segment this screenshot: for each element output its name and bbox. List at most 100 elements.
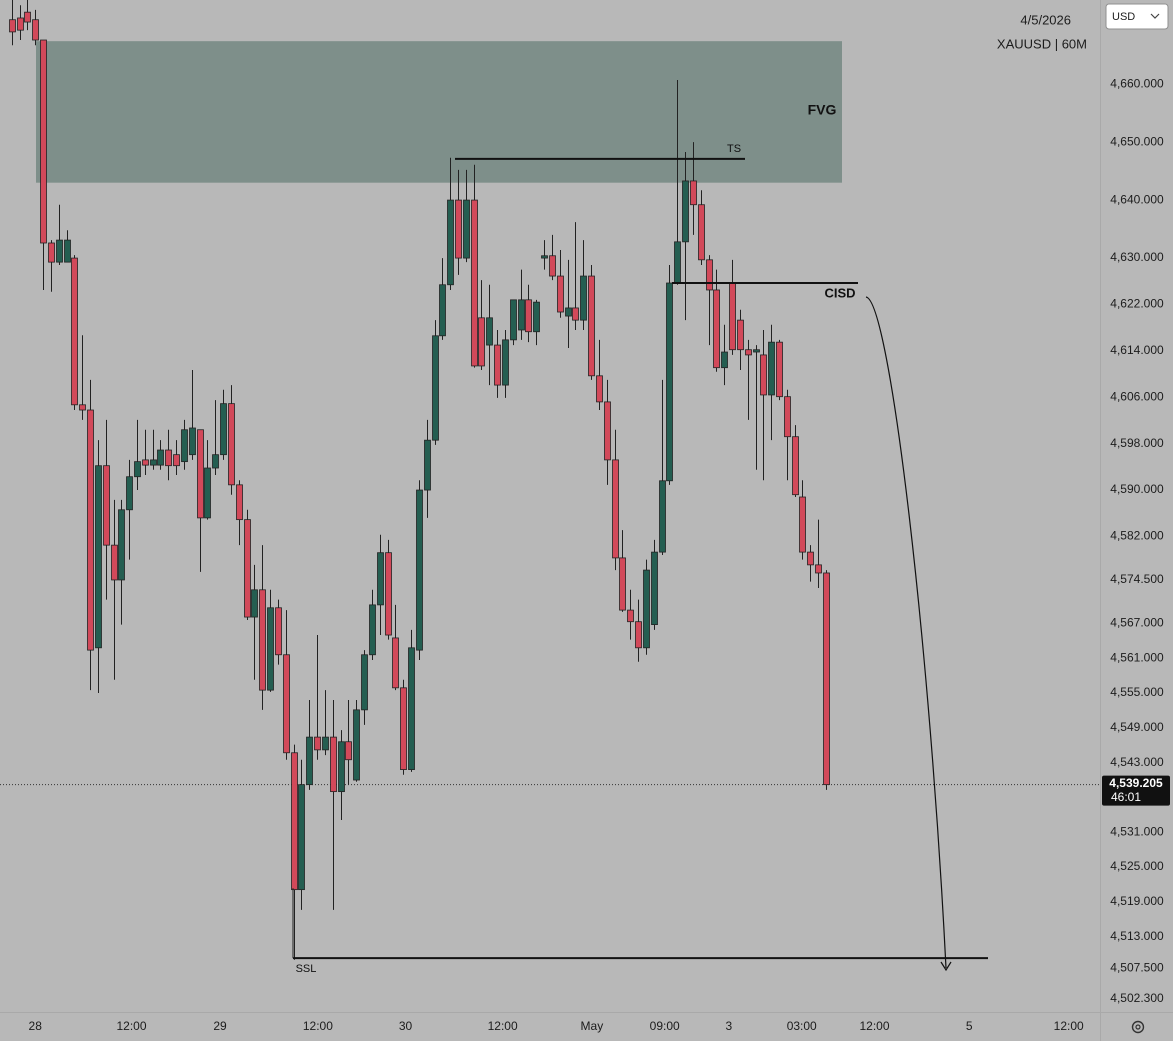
candle-body: [267, 607, 274, 691]
candle-body: [596, 375, 603, 403]
candle-body: [369, 604, 376, 656]
candle-body: [17, 17, 24, 31]
candle-body: [259, 589, 266, 691]
candle-body: [643, 569, 650, 649]
level-label: SSL: [296, 963, 317, 975]
candle-body: [275, 607, 282, 656]
candle-body: [666, 282, 673, 482]
candle-body: [353, 709, 360, 781]
candle-body: [150, 459, 157, 466]
y-tick-label: 4,650.000: [1110, 134, 1164, 148]
x-tick-label: May: [581, 1019, 604, 1033]
y-tick-label: 4,567.000: [1110, 616, 1164, 630]
candle-body: [706, 259, 713, 291]
candle-body: [111, 544, 118, 581]
y-tick-label: 4,590.000: [1110, 482, 1164, 496]
candle-body: [48, 242, 55, 263]
settings-icon[interactable]: [1131, 1020, 1145, 1034]
price-label-box: [1102, 775, 1170, 806]
candle-body: [588, 275, 595, 377]
y-tick-label: 4,660.000: [1110, 76, 1164, 90]
candle-body: [518, 299, 525, 331]
candle-body: [103, 465, 110, 546]
candle-body: [455, 199, 462, 259]
currency-selector[interactable]: USD: [1105, 3, 1169, 30]
y-tick-label: 4,525.000: [1110, 859, 1164, 873]
candle-body: [228, 403, 235, 486]
candle-body: [799, 496, 806, 553]
settings-button[interactable]: [1131, 1020, 1145, 1034]
x-tick-label: 12:00: [488, 1019, 518, 1033]
currency-label[interactable]: USD: [1112, 11, 1135, 23]
candle-body: [682, 180, 689, 243]
candle-body: [291, 752, 298, 891]
candle-body: [612, 459, 619, 559]
countdown-label: 46:01: [1111, 790, 1141, 804]
candle-body: [627, 609, 634, 623]
candle-body: [236, 484, 243, 521]
candle-body: [197, 429, 204, 519]
candle-body: [565, 307, 572, 317]
candle-body: [126, 476, 133, 511]
candle-body: [142, 459, 149, 466]
candle-body: [698, 204, 705, 261]
candle-body: [283, 654, 290, 754]
settings-icon-center[interactable]: [1135, 1024, 1141, 1030]
chart-symbol: XAUUSD | 60M: [997, 36, 1087, 51]
candle-body: [823, 572, 830, 786]
candle-body: [659, 480, 666, 553]
x-tick-label: 09:00: [650, 1019, 680, 1033]
candle-body: [244, 519, 251, 618]
x-tick-label: 12:00: [303, 1019, 333, 1033]
currency-box[interactable]: [1105, 3, 1169, 30]
candle-body: [447, 199, 454, 286]
y-tick-label: 4,513.000: [1110, 929, 1164, 943]
candle-body: [745, 349, 752, 356]
candle-body: [56, 239, 63, 263]
candle-body: [64, 239, 71, 263]
candle-body: [604, 401, 611, 461]
y-tick-label: 4,502.300: [1110, 991, 1164, 1005]
projection-arrow: [865, 296, 947, 969]
candle-body: [408, 647, 415, 770]
candle-body: [572, 307, 579, 321]
x-tick-label: 03:00: [787, 1019, 817, 1033]
y-tick-label: 4,561.000: [1110, 650, 1164, 664]
y-tick-label: 4,519.000: [1110, 894, 1164, 908]
y-tick-label: 4,574.500: [1110, 572, 1164, 586]
x-tick-label: 12:00: [860, 1019, 890, 1033]
zone-label: FVG: [808, 102, 837, 118]
candle-body: [549, 255, 556, 277]
candle-body: [471, 199, 478, 367]
candle-body: [220, 403, 227, 456]
candle-body: [392, 637, 399, 689]
y-tick-label: 4,630.000: [1110, 250, 1164, 264]
candle-body: [432, 335, 439, 441]
x-tick-label: 12:00: [1054, 1019, 1084, 1033]
level-label: TS: [727, 143, 741, 155]
candle-body: [24, 11, 31, 23]
candle-body: [502, 339, 509, 386]
x-tick-label: 29: [213, 1019, 227, 1033]
candle-body: [416, 489, 423, 651]
candle-body: [510, 299, 517, 341]
y-tick-label: 4,640.000: [1110, 192, 1164, 206]
candle-body: [713, 289, 720, 369]
level-label: CISD: [824, 285, 855, 300]
candle-body: [737, 319, 744, 351]
candle-body: [314, 736, 321, 751]
candle-body: [189, 427, 196, 456]
candle-body: [533, 301, 540, 333]
candle-body: [525, 299, 532, 333]
candle-body: [753, 349, 760, 353]
plot-area: FVG TS CISD SSL: [0, 0, 1100, 975]
candle-body: [173, 454, 180, 467]
candle-body: [181, 429, 188, 463]
candle-body: [463, 199, 470, 259]
candle-body: [792, 436, 799, 496]
y-tick-label: 4,549.000: [1110, 720, 1164, 734]
currency-chevron[interactable]: [1150, 13, 1160, 19]
y-tick-label: 4,622.000: [1110, 297, 1164, 311]
y-tick-label: 4,606.000: [1110, 389, 1164, 403]
